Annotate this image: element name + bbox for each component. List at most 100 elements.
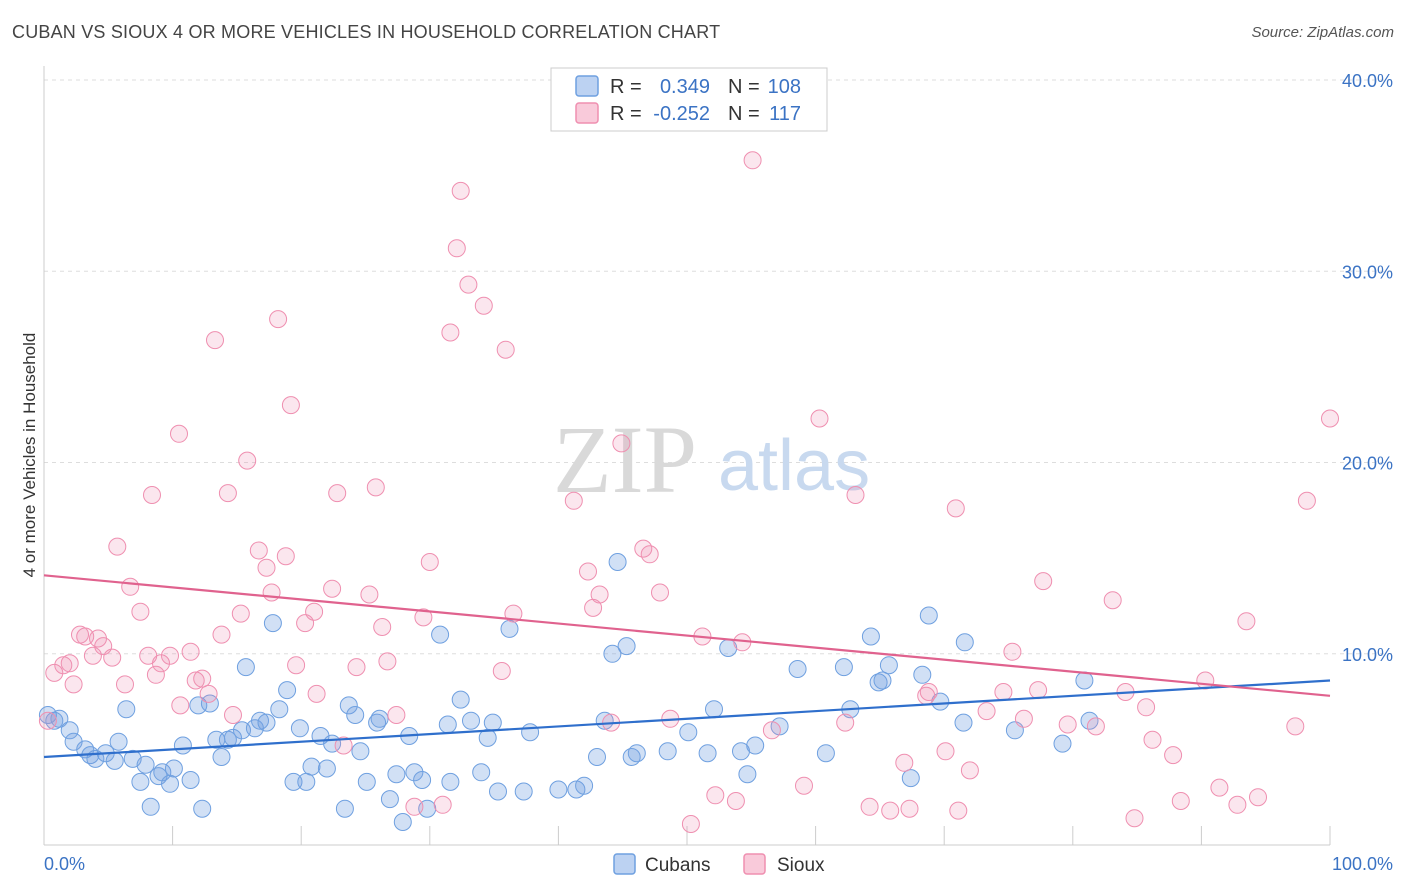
sioux-point [1210,778,1229,797]
sioux-point [451,181,470,200]
cubans-point [270,700,289,719]
sioux-point [1297,491,1316,510]
cubans-point [514,782,533,801]
sioux-legend-swatch [575,102,599,124]
sioux-point [231,604,250,623]
sioux-point [414,608,433,627]
sioux-point [1003,642,1022,661]
sioux-point [474,296,493,315]
sioux-point [651,583,669,602]
cubans-bottom-swatch [613,853,636,875]
sioux-point [1286,717,1305,736]
cubans-point [1075,671,1094,690]
cubans-point [173,736,192,755]
chart-source: Source: ZipAtlas.com [1251,24,1394,41]
cubans-point [251,711,269,730]
cubans-point [317,759,336,778]
y-tick-labels: 10.0% 20.0% 30.0% 40.0% [1342,71,1393,665]
cubans-point [451,690,470,709]
sioux-point [860,797,879,816]
sioux-point [795,776,813,795]
sioux-point [131,602,150,621]
sioux-point [218,484,237,503]
sioux-point [249,541,268,560]
sioux-point [186,671,205,690]
cubans-point [387,765,406,784]
axes [43,66,1331,846]
sioux-point [936,742,955,761]
cubans-point [705,700,723,719]
cubans-point [627,744,646,763]
cubans-point [105,751,124,770]
cubans-point [679,723,698,742]
cubans-point [879,656,898,675]
bottom-legend: Cubans Sioux [613,853,825,876]
sioux-point [108,537,127,556]
sioux-point [269,310,288,329]
cubans-point [136,755,155,774]
sioux-point [706,786,725,805]
cubans-point [698,744,717,763]
cubans-point [489,782,507,801]
sioux-point [116,675,134,694]
sioux-point [1029,681,1048,700]
sioux-point [143,486,161,504]
cubans-trend-line [43,679,1331,759]
sioux-point [994,683,1013,701]
cubans-point [861,627,880,646]
cubans-point [351,742,370,761]
sioux-point [206,331,224,350]
cubans-bottom-label: Cubans [645,855,711,876]
sioux-point [287,656,306,675]
cubans-point [500,619,519,638]
y-tick-label: 10.0% [1342,645,1393,665]
sioux-point [181,642,200,661]
cubans-point [603,644,622,663]
grid-lines [44,79,1393,655]
cubans-point [617,637,636,656]
cubans-point [608,553,627,571]
cubans-point [290,719,309,738]
sioux-point [64,675,83,694]
sioux-point [420,553,439,571]
sioux-point [900,799,919,818]
cubans-point [588,748,606,766]
cubans-point [339,696,358,715]
x-tick-label-max: 100.0% [1332,854,1393,874]
cubans-point [236,658,255,677]
sioux-point [54,656,73,675]
sioux-point [762,721,781,740]
sioux-point [496,340,515,359]
sioux-point [45,663,64,682]
sioux-point [612,434,631,453]
sioux-point [238,451,257,470]
y-axis-label: 4 or more Vehicles in Household [20,333,39,578]
sioux-point [1143,730,1162,749]
cubans-point [257,713,276,732]
cubans-point [913,665,932,684]
cubans-point [164,759,183,778]
sioux-point [960,761,979,780]
sioux-point [373,618,392,636]
sioux-point [60,654,79,673]
sioux-point [257,558,276,577]
sioux-point [946,499,965,518]
sioux-point [1237,612,1256,631]
sioux-point [170,424,188,443]
cubans-point [161,774,179,793]
chart-title: CUBAN VS SIOUX 4 OR MORE VEHICLES IN HOU… [12,22,721,42]
cubans-point [413,771,432,789]
sioux-point [726,792,745,810]
sioux-point [212,625,231,644]
cubans-legend-swatch [575,75,599,97]
cubans-point [60,721,79,740]
cubans-point [284,772,303,791]
y-tick-label: 40.0% [1342,71,1393,91]
sioux-point [161,646,179,665]
cubans-point [200,694,219,713]
trend-lines [43,574,1331,759]
sioux-point [334,736,353,755]
cubans-point [189,696,208,715]
cubans-point [955,633,974,652]
